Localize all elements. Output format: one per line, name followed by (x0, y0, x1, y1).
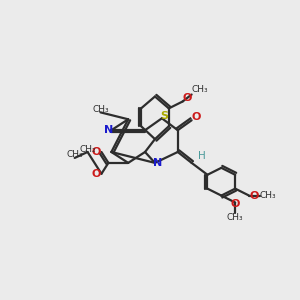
Text: CH₃: CH₃ (260, 191, 276, 200)
Text: O: O (183, 94, 192, 103)
Text: CH₂: CH₂ (79, 145, 96, 154)
Text: H: H (198, 151, 206, 161)
Text: CH₃: CH₃ (66, 151, 83, 160)
Text: N: N (104, 125, 113, 135)
Text: O: O (92, 147, 101, 157)
Text: O: O (230, 200, 240, 209)
Text: CH₃: CH₃ (191, 85, 208, 94)
Text: O: O (192, 112, 201, 122)
Text: O: O (249, 190, 259, 201)
Text: O: O (92, 169, 101, 179)
Text: N: N (153, 158, 163, 168)
Text: CH₃: CH₃ (92, 105, 109, 114)
Text: S: S (160, 111, 168, 121)
Text: CH₃: CH₃ (227, 213, 244, 222)
